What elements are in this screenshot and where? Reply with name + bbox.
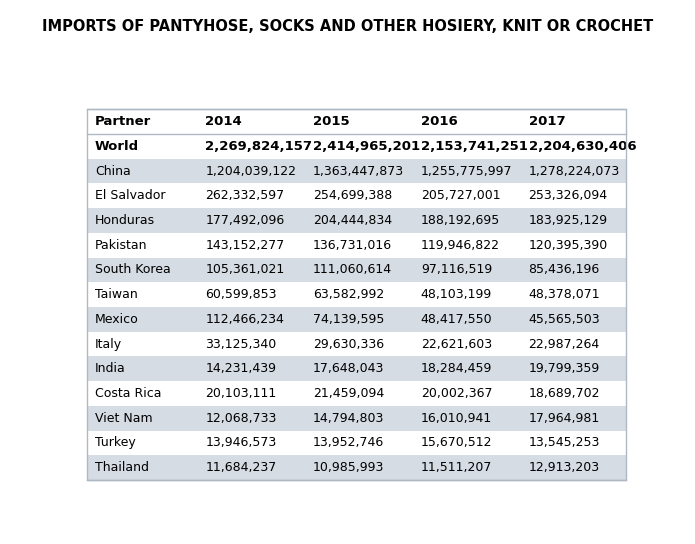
Bar [87,109,626,480]
Text: 21,459,094: 21,459,094 [313,387,384,400]
Bar [87,406,626,430]
Text: 22,621,603: 22,621,603 [421,337,492,350]
Text: 13,946,573: 13,946,573 [206,436,277,449]
Text: 45,565,503: 45,565,503 [528,313,600,326]
Text: 13,952,746: 13,952,746 [313,436,384,449]
Bar [87,282,626,307]
Text: 13,545,253: 13,545,253 [528,436,600,449]
Text: 60,599,853: 60,599,853 [206,288,277,301]
Text: 253,326,094: 253,326,094 [528,189,607,202]
Text: 177,492,096: 177,492,096 [206,214,285,227]
Bar [87,307,626,332]
Text: 20,002,367: 20,002,367 [421,387,492,400]
Text: 20,103,111: 20,103,111 [206,387,277,400]
Text: 48,378,071: 48,378,071 [528,288,600,301]
Text: 14,794,803: 14,794,803 [313,412,384,425]
Bar [87,455,626,480]
Text: 1,278,224,073: 1,278,224,073 [528,164,620,177]
Bar [87,183,626,208]
Text: 188,192,695: 188,192,695 [421,214,500,227]
Bar [87,332,626,356]
Text: Italy: Italy [95,337,122,350]
Text: 17,648,043: 17,648,043 [313,362,384,375]
Bar [87,208,626,233]
Text: Taiwan: Taiwan [95,288,138,301]
Text: IMPORTS OF PANTYHOSE, SOCKS AND OTHER HOSIERY, KNIT OR CROCHET: IMPORTS OF PANTYHOSE, SOCKS AND OTHER HO… [42,19,653,34]
Text: 22,987,264: 22,987,264 [528,337,600,350]
Text: 97,116,519: 97,116,519 [421,263,492,276]
Text: South Korea: South Korea [95,263,171,276]
Text: 19,799,359: 19,799,359 [528,362,600,375]
Bar [87,381,626,406]
Text: 85,436,196: 85,436,196 [528,263,600,276]
Bar [87,257,626,282]
Bar [87,159,626,183]
Bar [87,233,626,257]
Text: 33,125,340: 33,125,340 [206,337,277,350]
Text: 119,946,822: 119,946,822 [421,239,500,252]
Text: 2,153,741,251: 2,153,741,251 [421,140,528,153]
Text: 262,332,597: 262,332,597 [206,189,284,202]
Text: 111,060,614: 111,060,614 [313,263,392,276]
Text: 2014: 2014 [206,115,242,128]
Text: 2015: 2015 [313,115,350,128]
Text: 48,417,550: 48,417,550 [421,313,493,326]
Text: 17,964,981: 17,964,981 [528,412,600,425]
Text: 1,363,447,873: 1,363,447,873 [313,164,404,177]
Text: 16,010,941: 16,010,941 [421,412,492,425]
Bar [87,109,626,134]
Text: 143,152,277: 143,152,277 [206,239,285,252]
Text: 74,139,595: 74,139,595 [313,313,384,326]
Text: 112,466,234: 112,466,234 [206,313,284,326]
Text: 12,913,203: 12,913,203 [528,461,600,474]
Bar [87,134,626,159]
Text: China: China [95,164,131,177]
Text: World: World [95,140,139,153]
Text: 2,204,630,406: 2,204,630,406 [528,140,636,153]
Text: 136,731,016: 136,731,016 [313,239,392,252]
Text: 2,414,965,201: 2,414,965,201 [313,140,420,153]
Text: Mexico: Mexico [95,313,139,326]
Text: 12,068,733: 12,068,733 [206,412,277,425]
Text: 1,204,039,122: 1,204,039,122 [206,164,296,177]
Text: 2016: 2016 [421,115,457,128]
Text: Thailand: Thailand [95,461,149,474]
Text: Pakistan: Pakistan [95,239,147,252]
Text: El Salvador: El Salvador [95,189,165,202]
Text: Viet Nam: Viet Nam [95,412,153,425]
Text: 205,727,001: 205,727,001 [421,189,500,202]
Text: 11,511,207: 11,511,207 [421,461,492,474]
Text: 1,255,775,997: 1,255,775,997 [421,164,512,177]
Bar [87,430,626,455]
Text: 63,582,992: 63,582,992 [313,288,384,301]
Text: Turkey: Turkey [95,436,136,449]
Text: 204,444,834: 204,444,834 [313,214,392,227]
Text: 11,684,237: 11,684,237 [206,461,277,474]
Text: India: India [95,362,126,375]
Bar [87,356,626,381]
Text: 29,630,336: 29,630,336 [313,337,384,350]
Text: 105,361,021: 105,361,021 [206,263,285,276]
Text: 120,395,390: 120,395,390 [528,239,608,252]
Text: 183,925,129: 183,925,129 [528,214,607,227]
Text: 15,670,512: 15,670,512 [421,436,492,449]
Text: Costa Rica: Costa Rica [95,387,161,400]
Text: 18,284,459: 18,284,459 [421,362,492,375]
Text: 2,269,824,157: 2,269,824,157 [206,140,312,153]
Text: 48,103,199: 48,103,199 [421,288,492,301]
Text: 254,699,388: 254,699,388 [313,189,393,202]
Text: 14,231,439: 14,231,439 [206,362,277,375]
Text: 10,985,993: 10,985,993 [313,461,384,474]
Text: 18,689,702: 18,689,702 [528,387,600,400]
Text: Honduras: Honduras [95,214,155,227]
Text: Partner: Partner [95,115,152,128]
Text: 2017: 2017 [528,115,565,128]
